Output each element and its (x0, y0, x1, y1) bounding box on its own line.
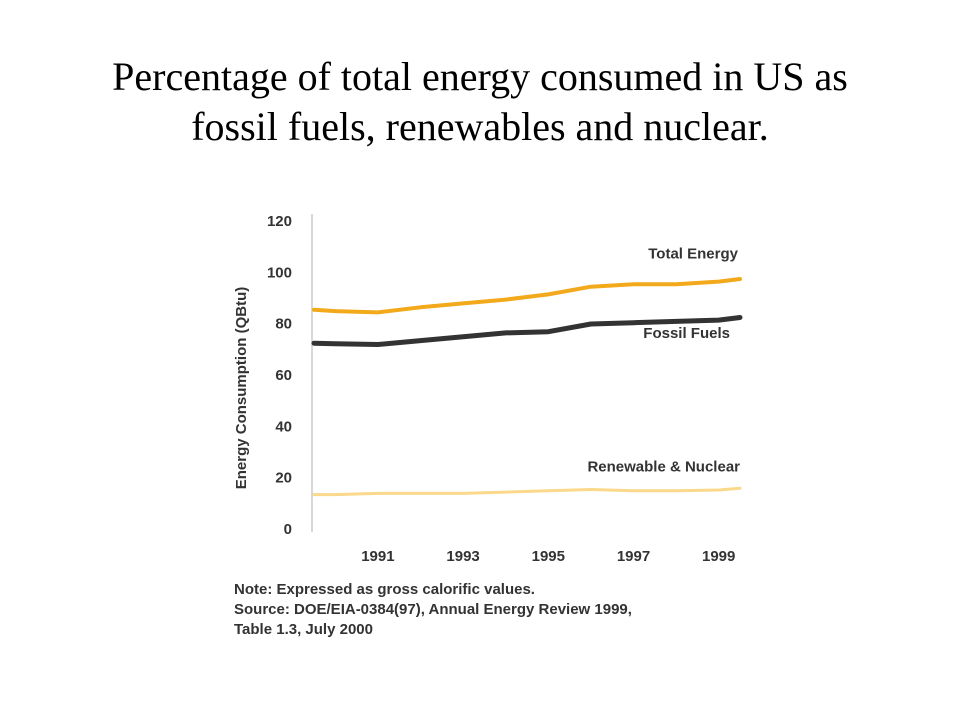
series-line (311, 315, 743, 347)
x-tick-label: 1993 (446, 548, 479, 565)
series-label: Fossil Fuels (643, 325, 730, 342)
series-line (312, 486, 742, 497)
y-tick-label: 40 (275, 418, 292, 435)
slide-title: Percentage of total energy consumed in U… (40, 52, 920, 152)
axis-layer: 0 20 40 60 80 100 120 1991 1993 1995 1997 1999 Energ… (233, 213, 735, 565)
series-label: Renewable & Nuclear (587, 459, 740, 476)
x-tick-label: 1997 (617, 548, 650, 565)
series-label: Total Energy (648, 246, 738, 263)
energy-consumption-chart: 0 20 40 60 80 100 120 1991 1993 1995 1997 1999 Energ… (233, 213, 743, 638)
series-line (312, 277, 742, 315)
note-layer: Note: Expressed as gross calorific value… (234, 581, 632, 638)
y-tick-label: 100 (267, 264, 292, 281)
y-tick-label: 120 (267, 213, 292, 230)
chart-note-line: Table 1.3, July 2000 (234, 621, 373, 638)
chart-note-line: Source: DOE/EIA-0384(97), Annual Energy … (234, 601, 632, 618)
y-axis-title: Energy Consumption (QBtu) (233, 287, 250, 490)
y-tick-label: 60 (275, 367, 292, 384)
x-tick-label: 1991 (361, 548, 394, 565)
series-layer (311, 277, 743, 497)
y-tick-label: 0 (284, 521, 292, 538)
slide-title-line-1: Percentage of total energy consumed in U… (112, 54, 848, 99)
x-tick-label: 1995 (532, 548, 565, 565)
x-tick-label: 1999 (702, 548, 735, 565)
y-tick-label: 20 (275, 470, 292, 487)
chart-note-line: Note: Expressed as gross calorific value… (234, 581, 535, 598)
y-tick-label: 80 (275, 316, 292, 333)
label-layer: Total Energy Fossil Fuels Renewable & Nucl… (587, 246, 740, 476)
slide-title-line-2: fossil fuels, renewables and nuclear. (191, 104, 769, 149)
